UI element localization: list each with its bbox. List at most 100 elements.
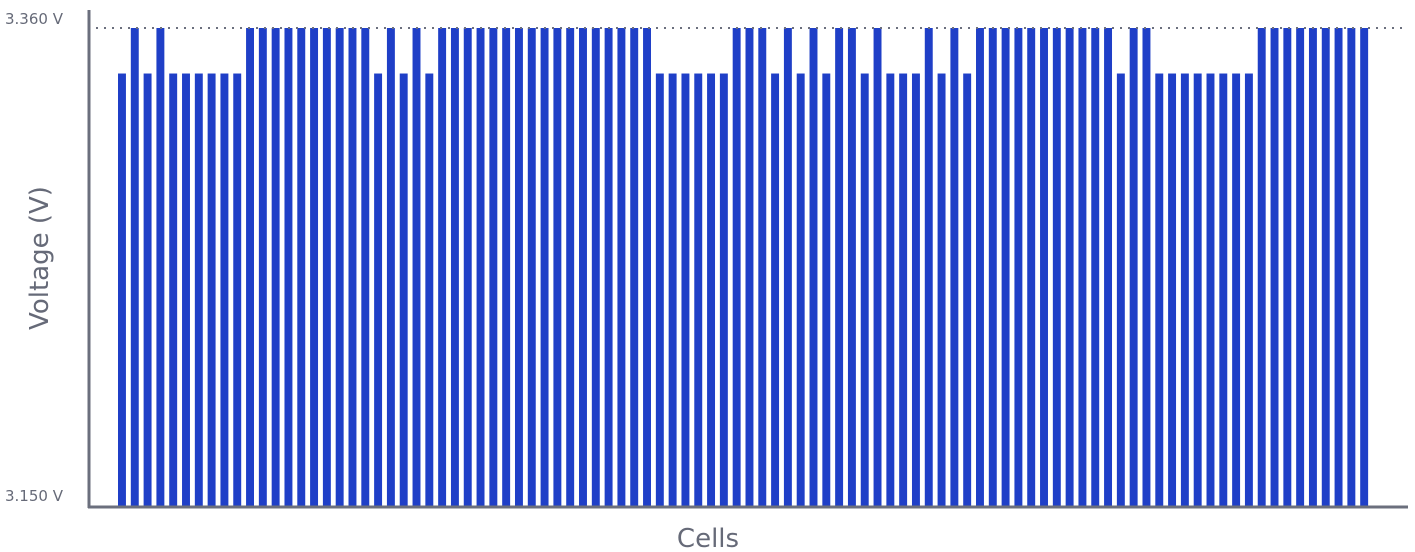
bar-cell-81 — [1142, 28, 1151, 506]
bar-cell-98 — [1360, 28, 1369, 506]
bar-cell-32 — [514, 28, 523, 506]
bar-cell-36 — [566, 28, 575, 506]
bar-cell-86 — [1206, 73, 1215, 507]
bar-cell-4 — [156, 28, 165, 506]
bar-cell-55 — [809, 28, 818, 506]
bar-cell-40 — [617, 28, 626, 506]
bar-cell-85 — [1193, 73, 1202, 507]
bar-cell-93 — [1296, 28, 1305, 506]
bar-cell-58 — [847, 28, 856, 506]
bar-cell-56 — [822, 73, 831, 507]
bar-cell-59 — [860, 73, 869, 507]
bar-cell-74 — [1052, 28, 1061, 506]
bar-cell-51 — [758, 28, 767, 506]
bar-cell-3 — [143, 73, 152, 507]
bar-cell-45 — [681, 73, 690, 507]
bar-cell-44 — [668, 73, 677, 507]
y-tick-label-bottom: 3.150 V — [5, 487, 64, 505]
bar-cell-24 — [412, 28, 421, 506]
bar-cell-73 — [1040, 28, 1048, 506]
bar-cell-60 — [873, 28, 882, 506]
bar-cell-76 — [1078, 28, 1087, 506]
bar-cell-82 — [1155, 73, 1164, 507]
bar-cell-77 — [1091, 28, 1100, 506]
bar-cell-26 — [438, 28, 447, 506]
bar-cell-20 — [361, 28, 370, 506]
bar-cell-10 — [233, 73, 242, 507]
bar-cell-9 — [220, 73, 229, 507]
bar-cell-33 — [527, 28, 536, 506]
bar-cell-28 — [463, 28, 472, 506]
bar-cell-66 — [950, 28, 959, 506]
y-axis-title: Voltage (V) — [25, 186, 55, 330]
bar-cell-6 — [182, 73, 190, 507]
bar-cell-67 — [963, 73, 972, 507]
bar-cell-71 — [1014, 28, 1023, 506]
bar-cell-83 — [1168, 73, 1177, 507]
bar-cell-84 — [1180, 73, 1189, 507]
bar-cell-48 — [719, 73, 728, 507]
bar-cell-70 — [1001, 28, 1010, 506]
bar-cell-80 — [1129, 28, 1138, 506]
bar-cell-16 — [310, 28, 319, 506]
bar-cell-17 — [322, 28, 331, 506]
bar-cell-7 — [194, 73, 203, 507]
bar-cell-78 — [1104, 28, 1113, 506]
bar-cell-31 — [502, 28, 511, 506]
bar-cell-2 — [130, 28, 139, 506]
bar-cell-49 — [732, 28, 741, 506]
bar-cell-30 — [489, 28, 498, 506]
x-axis-title: Cells — [677, 524, 739, 552]
bar-cell-65 — [937, 73, 946, 507]
bar-cell-34 — [540, 28, 549, 506]
bar-cell-12 — [258, 28, 267, 506]
bar-cell-54 — [796, 73, 805, 507]
bar-cell-92 — [1283, 28, 1292, 506]
bar-cell-47 — [707, 73, 716, 507]
bar-cell-52 — [771, 73, 780, 507]
y-tick-label-top: 3.360 V — [5, 10, 64, 28]
bar-cell-19 — [348, 28, 357, 506]
bar-cell-87 — [1219, 73, 1228, 507]
bar-cell-41 — [630, 28, 639, 506]
bar-cell-29 — [476, 28, 485, 506]
bar-cell-1 — [118, 73, 126, 507]
bar-cell-22 — [386, 28, 395, 506]
bar-cell-68 — [976, 28, 984, 506]
bars-group — [118, 28, 1369, 507]
bar-cell-39 — [604, 28, 613, 506]
bar-cell-79 — [1116, 73, 1125, 507]
bar-cell-94 — [1308, 28, 1317, 506]
bar-cell-35 — [553, 28, 562, 506]
bar-cell-43 — [655, 73, 664, 507]
bar-cell-72 — [1027, 28, 1036, 506]
bar-cell-96 — [1334, 28, 1343, 506]
bar-cell-25 — [425, 73, 434, 507]
bar-cell-88 — [1232, 73, 1241, 507]
bar-cell-21 — [374, 73, 383, 507]
bar-cell-95 — [1321, 28, 1330, 506]
bar-cell-57 — [835, 28, 844, 506]
bar-cell-27 — [450, 28, 459, 506]
bar-cell-63 — [911, 73, 920, 507]
bar-cell-13 — [271, 28, 280, 506]
bar-cell-37 — [579, 28, 587, 506]
bar-cell-75 — [1065, 28, 1074, 506]
bar-cell-18 — [335, 28, 344, 506]
bar-cell-50 — [745, 28, 754, 506]
bar-cell-15 — [297, 28, 306, 506]
bar-cell-5 — [169, 73, 178, 507]
bar-cell-69 — [988, 28, 997, 506]
bar-cell-64 — [924, 28, 933, 506]
bar-cell-89 — [1244, 73, 1253, 507]
bar-cell-90 — [1257, 28, 1266, 506]
bar-cell-42 — [643, 28, 651, 506]
bar-cell-46 — [694, 73, 703, 507]
bar-cell-91 — [1270, 28, 1279, 506]
bar-cell-23 — [399, 73, 408, 507]
bar-cell-53 — [783, 28, 792, 506]
bar-cell-11 — [246, 28, 254, 506]
bar-cell-38 — [591, 28, 600, 506]
